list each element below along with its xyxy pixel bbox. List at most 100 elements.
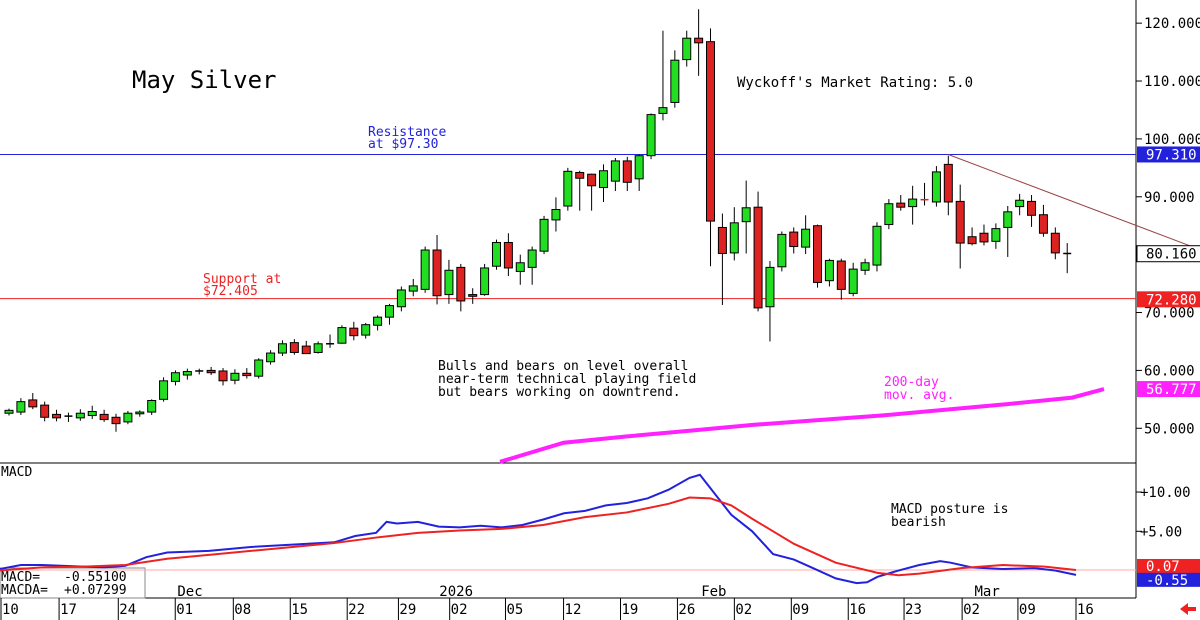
x-month-label: Dec [177, 584, 202, 600]
moving-average-label: 200-day mov. avg. [884, 375, 954, 403]
candle [326, 334, 335, 348]
x-tick-label: 02 [963, 602, 980, 618]
x-tick-label: 12 [565, 602, 582, 618]
candle-body [860, 262, 870, 271]
candle [575, 170, 585, 211]
x-month-label: Mar [975, 584, 1000, 600]
candle [622, 156, 632, 191]
candle-body [563, 170, 573, 207]
candle [1027, 195, 1037, 227]
candle [230, 369, 240, 385]
macd-annotation-line-2: bearish [891, 515, 946, 530]
candle-body [836, 260, 846, 290]
candle [789, 227, 799, 254]
candle [266, 350, 276, 365]
candle [694, 9, 704, 76]
x-month-label: 2026 [439, 584, 473, 600]
candle [658, 30, 668, 121]
candle-body [159, 380, 169, 400]
x-month-label: Feb [701, 584, 726, 600]
candle [551, 197, 561, 232]
candle [610, 157, 620, 191]
price-tag-box [1136, 245, 1200, 263]
candle [931, 166, 941, 207]
ma-label-line-1: 200-day [884, 375, 939, 390]
candle-body [551, 209, 561, 221]
candle-body [729, 222, 739, 254]
candle [801, 215, 811, 255]
candle [195, 368, 204, 375]
candle-body [646, 114, 656, 157]
candle [206, 366, 216, 376]
macd-tag: -0.55 [1137, 572, 1200, 589]
candle-body [967, 236, 977, 245]
candle-body [765, 266, 775, 308]
candle-body [28, 399, 38, 408]
candle [670, 50, 680, 108]
x-tick-label: 15 [291, 602, 308, 618]
candle-body [599, 170, 608, 189]
candle [40, 401, 50, 422]
x-tick-label: 26 [678, 602, 695, 618]
candle [289, 339, 299, 355]
candle [337, 325, 347, 344]
price-tags: 97.310 80.160 72.280 56.777 [1136, 146, 1200, 398]
candle [634, 154, 644, 191]
candle [872, 222, 882, 272]
candle [777, 231, 787, 272]
y-tick-label: 90.000 [1144, 190, 1195, 206]
candle [361, 322, 371, 339]
moving-average-line [499, 387, 1105, 464]
price-tag-box [1137, 146, 1200, 163]
support-label-line-1: Support at [203, 272, 281, 287]
candle-body [373, 316, 383, 326]
candle-body [1015, 199, 1025, 208]
candle [1003, 206, 1013, 257]
candle [111, 413, 121, 432]
x-tick-label: 01 [176, 602, 193, 618]
candle-body [670, 59, 680, 103]
candles-layer [4, 9, 1072, 432]
candle [824, 258, 834, 287]
candle [277, 340, 287, 356]
candle-body [575, 171, 585, 179]
candle [349, 321, 359, 341]
price-tag-label: 80.160 [1146, 247, 1197, 263]
macd-readout-box: MACD= -0.55100 MACDA= +0.07299 [0, 567, 146, 599]
candle [729, 207, 739, 261]
macd-tag-box [1137, 572, 1200, 587]
candle-body [468, 294, 478, 297]
scroll-left-arrow-icon[interactable] [1180, 603, 1196, 615]
macd-tick-label: +10.00 [1140, 485, 1191, 501]
candle [765, 261, 775, 342]
candle [408, 278, 418, 297]
candle [444, 259, 454, 304]
candle-body [206, 369, 216, 374]
candle [87, 405, 97, 420]
candle-body [337, 327, 347, 344]
candle-body [16, 401, 26, 413]
candle-body [361, 324, 371, 336]
price-tag-label: 56.777 [1146, 382, 1197, 398]
candle-body [40, 404, 50, 418]
macd-tag: 0.07 [1137, 558, 1200, 575]
candle [587, 173, 597, 211]
candle-body [111, 416, 121, 425]
candle-body [527, 249, 537, 268]
candle [456, 263, 466, 312]
candle [920, 182, 929, 206]
macd-tag-label: -0.55 [1146, 573, 1188, 589]
reference-lines [0, 154, 1136, 300]
candle [503, 233, 513, 277]
macd-panel-title: MACD [1, 465, 32, 480]
candle [991, 223, 1001, 249]
x-tick-label: 29 [399, 602, 416, 618]
candle-body [539, 218, 549, 252]
comment-line-3: but bears working on downtrend. [438, 385, 681, 400]
candle [515, 254, 525, 285]
comment-annotation: Bulls and bears on level overall near-te… [438, 359, 696, 400]
candle-body [147, 399, 157, 413]
candle-body [884, 203, 894, 226]
candle-body [801, 228, 811, 248]
date-x-axis: 10 17 24 01 08 15 22 29 02 05 12 19 26 02 09 16 23 02 09 16… [0, 584, 1094, 620]
